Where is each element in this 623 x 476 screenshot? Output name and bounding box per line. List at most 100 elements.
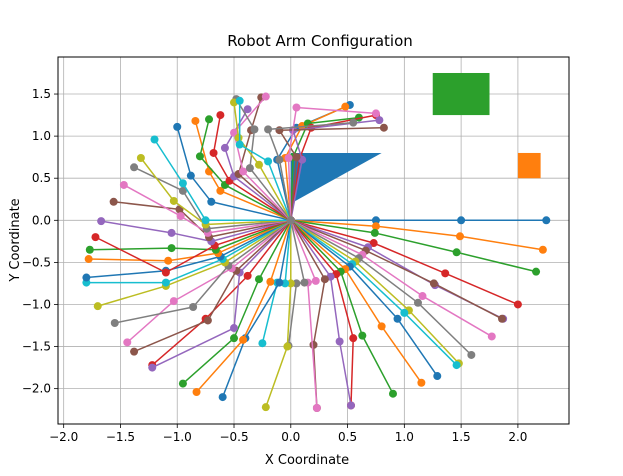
arm-joint-point — [230, 324, 239, 333]
y-tick-label: 1.5 — [32, 87, 51, 101]
arm-link-line — [199, 119, 292, 221]
arm-link-line — [123, 184, 291, 234]
y-tick-label: −1.5 — [22, 340, 51, 354]
arm-joint-point — [109, 197, 118, 206]
plot-frame — [57, 56, 570, 425]
arm-joint-point — [209, 148, 218, 157]
arm-joint-point — [538, 245, 547, 254]
arm-link-line — [290, 219, 493, 338]
arm-joint-point — [393, 314, 402, 323]
arm-joint-point — [254, 275, 263, 284]
arm-link-line — [133, 219, 292, 353]
arm-link-line — [290, 219, 537, 273]
arm-joint-point — [275, 155, 284, 164]
arm-joint-point — [167, 228, 176, 237]
arm-link-line — [290, 220, 318, 409]
arm-configuration — [286, 216, 541, 276]
arm-link-line — [224, 108, 292, 221]
arm-joint-point — [264, 125, 273, 134]
arm-joint-point — [245, 164, 254, 173]
arm-joint-point — [130, 163, 139, 172]
arm-link-line — [133, 166, 291, 230]
arm-joint-point — [178, 379, 187, 388]
obstacle-rect — [432, 72, 490, 116]
arm-joint-point — [371, 216, 380, 225]
arm-joint-point — [498, 314, 507, 323]
arm-joint-point — [292, 153, 301, 162]
x-tick-label: 1.0 — [395, 430, 414, 444]
y-tick-label: −2.0 — [22, 382, 51, 396]
arm-joint-point — [400, 308, 409, 317]
arm-configuration — [264, 118, 358, 225]
arm-link-line — [290, 219, 438, 377]
arm-joint-point — [341, 102, 350, 111]
arm-joint-point — [413, 298, 422, 307]
axis-ticks: −2.0 −1.5 −1.0 −0.5 0.0 0.5 1.0 1.5 2.0 −2.0 −1.5 −… — [22, 87, 528, 444]
x-axis-label: X Coordinate — [265, 453, 349, 468]
arm-link-line — [290, 219, 472, 356]
arm-joint-point — [452, 248, 461, 257]
arm-joint-point — [346, 401, 355, 410]
arm-link-line — [86, 219, 292, 279]
arm-joint-point — [207, 197, 216, 206]
arm-link-line — [113, 201, 291, 238]
x-tick-label: −1.5 — [106, 430, 135, 444]
arm-joint-point — [309, 340, 318, 349]
y-tick-label: −1.0 — [22, 297, 51, 311]
arm-series — [82, 92, 551, 413]
arm-link-line — [101, 219, 291, 243]
arm-joint-point — [283, 342, 292, 351]
arm-joint-point — [418, 292, 427, 301]
arm-link-line — [290, 219, 544, 251]
x-tick-label: −0.5 — [219, 430, 248, 444]
arm-joint-point — [292, 103, 301, 112]
arm-joint-point — [487, 332, 496, 341]
arm-joint-point — [84, 255, 93, 264]
arm-joint-point — [186, 171, 195, 180]
arm-link-line — [153, 139, 291, 222]
arm-joint-point — [457, 216, 466, 225]
arm-joint-point — [312, 404, 321, 413]
arm-link-line — [290, 114, 377, 221]
arm-link-line — [237, 97, 292, 221]
x-tick-label: 0.5 — [338, 430, 357, 444]
arm-joint-point — [513, 300, 522, 309]
arm-link-line — [95, 219, 292, 274]
arm-joint-point — [264, 157, 273, 166]
arm-joint-point — [320, 275, 329, 284]
arm-joint-point — [169, 297, 178, 306]
arm-joint-point — [220, 143, 229, 152]
y-axis-label: Y Coordinate — [8, 198, 23, 282]
arm-joint-point — [433, 372, 442, 381]
arm-joint-point — [82, 273, 91, 282]
arm-joint-point — [243, 105, 252, 114]
arm-link-line — [284, 105, 346, 221]
arm-joint-point — [161, 268, 170, 277]
arm-joint-point — [370, 228, 379, 237]
arm-joint-point — [532, 267, 541, 276]
arm-link-line — [290, 219, 352, 406]
obstacles — [290, 72, 541, 204]
arm-joint-point — [441, 269, 450, 278]
arm-link-line — [195, 220, 292, 393]
arm-configuration — [192, 216, 295, 397]
x-tick-label: −1.0 — [163, 430, 192, 444]
arm-link-line — [140, 157, 291, 226]
x-tick-label: 0.0 — [281, 430, 300, 444]
arm-joint-point — [417, 378, 426, 387]
arm-link-line — [212, 114, 292, 221]
arm-joint-point — [369, 239, 378, 248]
arm-link-line — [278, 126, 384, 221]
arm-joint-point — [275, 278, 284, 287]
arm-link-line — [238, 100, 292, 221]
arm-joint-point — [119, 180, 128, 189]
arm-joint-point — [335, 337, 344, 346]
arm-link-line — [221, 220, 292, 398]
obstacle-triangle — [290, 152, 382, 204]
arm-link-line — [233, 96, 292, 221]
arm-joint-point — [164, 256, 173, 265]
arm-joint-point — [216, 186, 225, 195]
arm-link-line — [235, 98, 292, 221]
arm-joint-point — [266, 277, 275, 286]
arm-link-line — [233, 102, 292, 221]
